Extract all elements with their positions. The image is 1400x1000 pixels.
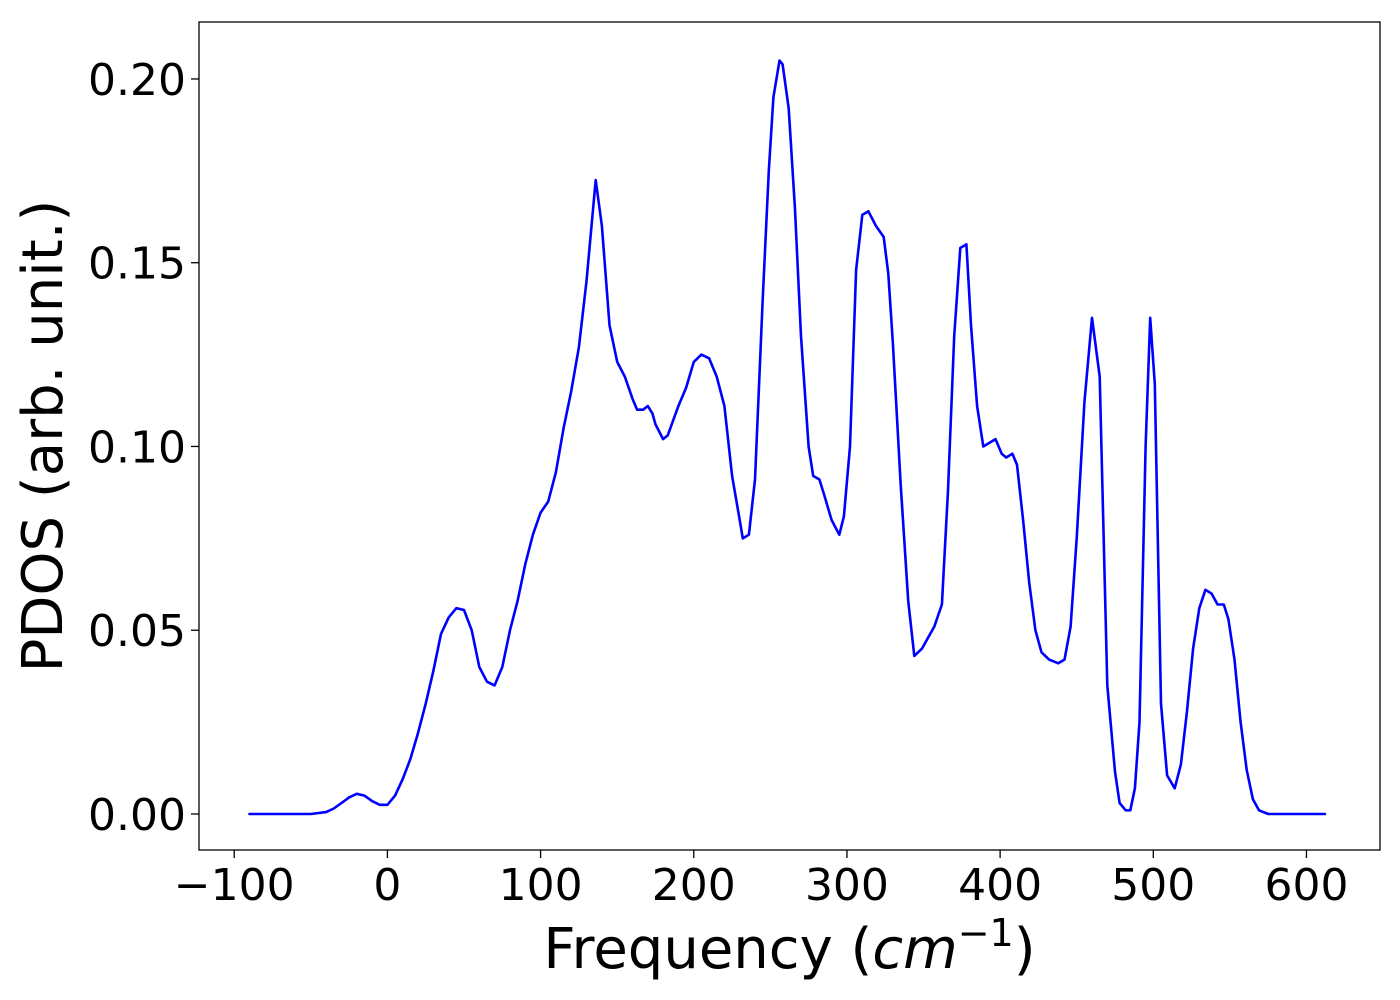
x-tick-label: 200 bbox=[652, 860, 736, 911]
x-tick-label: −100 bbox=[174, 860, 295, 911]
x-tick-label: 100 bbox=[499, 860, 583, 911]
y-tick-label: 0.20 bbox=[88, 55, 186, 106]
y-tick-label: 0.00 bbox=[88, 790, 186, 841]
x-axis-label-open-paren: ( bbox=[833, 917, 873, 982]
x-axis-label-exponent: −1 bbox=[958, 911, 1014, 955]
x-tick-label: 500 bbox=[1111, 860, 1195, 911]
x-axis-label-text: Frequency bbox=[543, 917, 832, 982]
y-tick-label: 0.10 bbox=[88, 422, 186, 473]
x-tick-label: 0 bbox=[373, 860, 401, 911]
plot-area bbox=[198, 21, 1381, 851]
y-tick-label: 0.15 bbox=[88, 239, 186, 290]
x-axis-label: Frequency (cm−1) bbox=[543, 911, 1035, 982]
y-axis-label: PDOS (arb. unit.) bbox=[11, 200, 76, 673]
x-tick-label: 600 bbox=[1264, 860, 1348, 911]
plot-frame bbox=[198, 21, 1381, 851]
x-tick-label: 400 bbox=[958, 860, 1042, 911]
x-tick-label: 300 bbox=[805, 860, 889, 911]
x-axis: −100 0 100 200 300 400 500 600 bbox=[174, 850, 1348, 911]
y-tick-label: 0.05 bbox=[88, 606, 186, 657]
y-axis: 0.00 0.05 0.10 0.15 0.20 bbox=[88, 55, 199, 841]
x-axis-label-unit: cm bbox=[872, 917, 957, 982]
x-axis-label-close-paren: ) bbox=[1014, 917, 1036, 982]
series-line-pdos bbox=[248, 59, 1327, 816]
